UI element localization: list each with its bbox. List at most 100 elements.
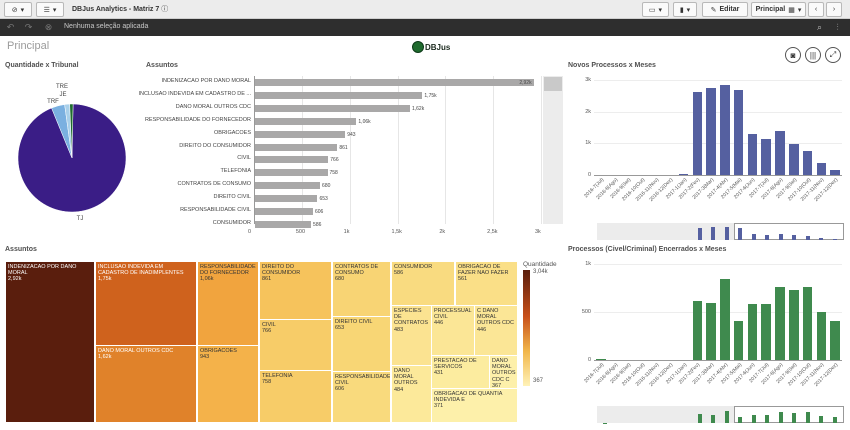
navigation-menu-button[interactable]: ⊘ ▾ xyxy=(4,2,32,17)
next-sheet-button[interactable]: › xyxy=(826,2,842,17)
bar-chart-scrollbar[interactable] xyxy=(543,76,563,224)
chart-scroll-navigator[interactable] xyxy=(597,406,844,423)
assunto-bar[interactable] xyxy=(255,156,329,164)
selection-bar: ↶ ↷ ⊗ Nenhuma seleção aplicada ⌕ ⫶ xyxy=(0,19,850,36)
month-bar[interactable] xyxy=(830,169,840,175)
treemap-cell[interactable]: CIVIL 766 xyxy=(260,320,332,371)
assunto-bar[interactable] xyxy=(255,182,321,190)
bar-category-label[interactable]: DIREITO CIVIL xyxy=(213,194,252,201)
fullscreen-button[interactable]: ⤢ xyxy=(825,47,841,63)
search-icon[interactable]: ⌕ xyxy=(816,22,823,32)
treemap-cell[interactable]: PROCESSUAL CIVIL 446 xyxy=(432,306,475,356)
month-bar[interactable] xyxy=(816,163,827,175)
month-bar[interactable] xyxy=(747,304,758,360)
treemap-cell[interactable]: CONTRATOS DE CONSUMO 680 xyxy=(333,262,391,317)
assunto-bar[interactable] xyxy=(255,104,410,112)
assunto-bar[interactable] xyxy=(255,208,313,215)
step-back-icon[interactable]: ↶ xyxy=(6,22,15,32)
month-bar[interactable] xyxy=(761,304,772,360)
bar-category-label[interactable]: RESPONSABILIDADE DO FORNECEDOR xyxy=(144,116,251,123)
assunto-bar[interactable] xyxy=(255,91,423,99)
bar-category-label[interactable]: CONSUMIDOR xyxy=(212,219,251,226)
month-bar[interactable] xyxy=(802,150,813,175)
bar-category-label[interactable]: OBRIGACOES xyxy=(214,129,251,136)
month-bar[interactable] xyxy=(802,287,813,360)
bar-category-label[interactable]: CIVIL xyxy=(237,155,251,162)
treemap-cell[interactable]: CONSUMIDOR 586 xyxy=(392,262,455,306)
treemap-cell[interactable]: PRESTACAO DE SERVICOS 431 xyxy=(432,356,490,389)
month-bar[interactable] xyxy=(830,320,840,360)
month-bar[interactable] xyxy=(720,279,730,360)
month-bar[interactable] xyxy=(692,91,703,175)
treemap-cell[interactable]: OBRIGACAO DE FAZER NAO FAZER 561 xyxy=(456,262,518,306)
treemap-cell[interactable]: DANO MORAL OUTROS CDC C 367 xyxy=(490,356,518,389)
treemap-cell-value: 586 xyxy=(394,270,404,277)
month-bar[interactable] xyxy=(788,144,799,175)
month-bar[interactable] xyxy=(761,139,772,175)
chart-scroll-navigator[interactable] xyxy=(597,223,844,240)
list-menu-button[interactable]: ☰ ▾ xyxy=(36,2,64,17)
treemap-cell[interactable]: DIREITO CIVIL 653 xyxy=(333,317,391,372)
columns-button[interactable]: ||| xyxy=(805,47,821,63)
assunto-bar[interactable] xyxy=(255,143,338,151)
treemap-cell[interactable]: ESPECIES DE CONTRATOS 483 xyxy=(392,306,432,366)
step-forward-icon[interactable]: ↷ xyxy=(24,22,33,32)
assunto-bar[interactable] xyxy=(255,195,318,203)
assunto-bar[interactable] xyxy=(255,117,357,125)
month-bar[interactable] xyxy=(706,303,716,360)
month-bar[interactable] xyxy=(678,174,689,175)
assunto-bar[interactable] xyxy=(255,130,346,138)
sheet-selector-button[interactable]: Principal ▦ ▾ xyxy=(751,2,806,17)
bars-panel-title: Assuntos xyxy=(146,62,178,69)
previous-sheet-button[interactable]: ‹ xyxy=(808,2,824,17)
bar-category-label[interactable]: CONTRATOS DE CONSUMO xyxy=(177,181,251,188)
month-bar[interactable] xyxy=(706,87,716,175)
pie-slice-tre[interactable] xyxy=(69,103,74,159)
month-bar[interactable] xyxy=(692,301,703,360)
month-bar[interactable] xyxy=(775,287,785,360)
navigator-bar xyxy=(819,238,823,240)
bar-category-label[interactable]: INDENIZACAO POR DANO MORAL xyxy=(161,78,251,84)
treemap-cell[interactable]: RESPONSABILIDADE CIVIL 606 xyxy=(333,372,391,423)
assunto-bar[interactable] xyxy=(255,220,312,228)
bar-category-label[interactable]: DIREITO DO CONSUMIDOR xyxy=(179,142,251,149)
bar-gridline xyxy=(493,76,495,224)
app-title: DBJus Analytics - Matriz 7 ⓘ xyxy=(72,4,168,14)
bar-category-label[interactable]: DANO MORAL OUTROS CDC xyxy=(175,103,251,110)
treemap-cell[interactable]: DANO MORAL OUTROS 484 xyxy=(392,366,432,423)
month-bar[interactable] xyxy=(775,131,785,175)
filter-icon[interactable]: ⫶ xyxy=(836,22,839,32)
bar-category-label[interactable]: RESPONSABILIDADE CIVIL xyxy=(180,207,251,213)
display-menu-button[interactable]: ▭ ▾ xyxy=(642,2,669,17)
clear-selections-icon[interactable]: ⊗ xyxy=(44,22,53,32)
treemap-cell[interactable]: INCLUSAO INDEVIDA EM CADASTRO DE INADIMP… xyxy=(96,262,197,346)
month-bar[interactable] xyxy=(816,312,827,360)
bar-category-label[interactable]: INCLUSAO INDEVIDA EM CADASTRO DE ... xyxy=(138,90,251,97)
month-bar[interactable] xyxy=(747,133,758,175)
treemap-cell[interactable]: INDENIZACAO POR DANO MORAL 2,92k xyxy=(6,262,95,423)
treemap-cell[interactable]: DANO MORAL OUTROS CDC 1,62k xyxy=(96,346,197,423)
assunto-bar[interactable] xyxy=(255,79,535,86)
treemap-cell[interactable]: RESPONSABILIDADE DO FORNECEDOR 1,06k xyxy=(198,262,259,346)
month-bar[interactable] xyxy=(788,289,799,360)
month-bar[interactable] xyxy=(733,90,744,175)
navigator-window[interactable] xyxy=(734,223,844,240)
navigator-window[interactable] xyxy=(734,406,844,423)
assunto-bar[interactable] xyxy=(255,169,328,177)
month-bar[interactable] xyxy=(733,320,744,360)
info-icon[interactable]: ⓘ xyxy=(161,6,169,13)
month-bar[interactable] xyxy=(596,359,606,360)
treemap-cell[interactable]: TELEFONIA 758 xyxy=(260,371,332,423)
treemap-cell[interactable]: DIREITO DO CONSUMIDOR 861 xyxy=(260,262,332,320)
treemap-cell[interactable]: C DANO MORAL OUTROS CDC 446 xyxy=(475,306,518,356)
treemap-cell-value: 861 xyxy=(262,276,272,283)
edit-button[interactable]: ✎ Editar xyxy=(702,2,748,17)
treemap-cell[interactable]: OBRIGACOES 943 xyxy=(198,346,259,423)
bookmark-menu-button[interactable]: ▮ ▾ xyxy=(673,2,697,17)
month-bar[interactable] xyxy=(720,85,730,175)
scrollbar-thumb[interactable] xyxy=(544,77,562,91)
treemap-cell[interactable]: OBRIGACAO DE QUANTIA INDEVIDA E 371 xyxy=(432,389,518,423)
bar-category-label[interactable]: TELEFONIA xyxy=(220,168,251,175)
snapshot-button[interactable]: ◙ xyxy=(785,47,801,63)
